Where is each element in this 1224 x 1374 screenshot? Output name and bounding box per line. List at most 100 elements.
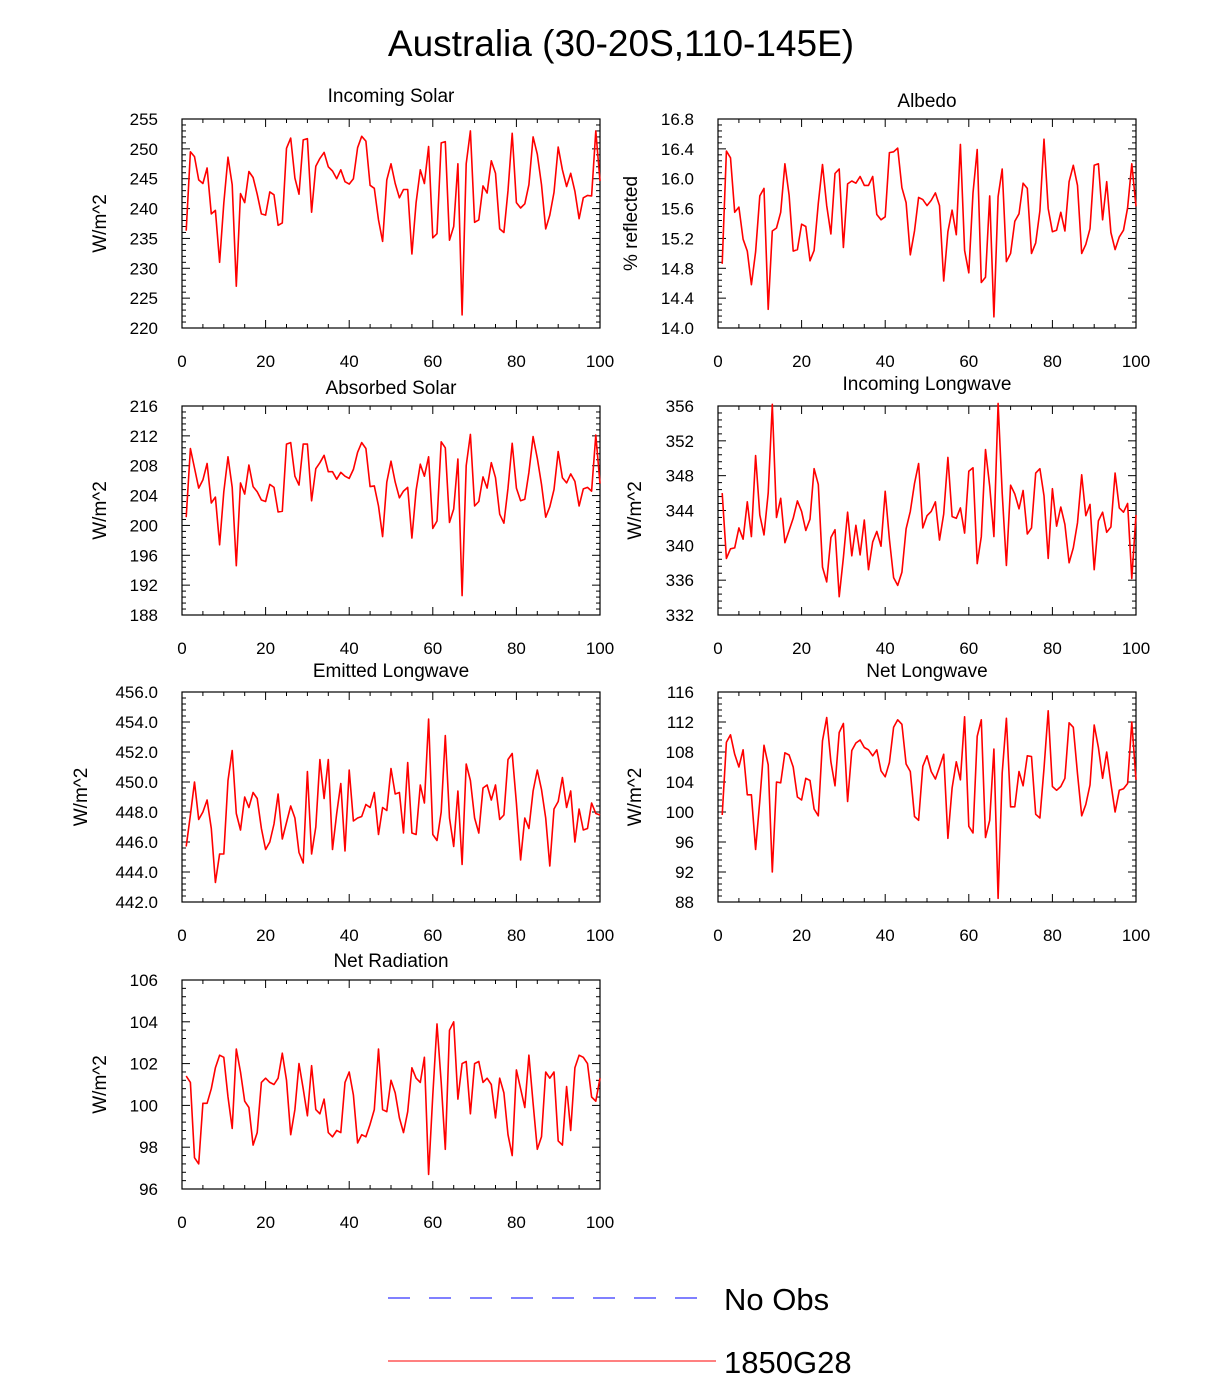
y-axis-label: W/m^2 bbox=[71, 768, 92, 827]
x-tick-label: 40 bbox=[340, 1213, 359, 1232]
x-tick-label: 0 bbox=[177, 639, 186, 658]
panel-title: Absorbed Solar bbox=[326, 378, 458, 399]
y-tick-label: 356 bbox=[666, 397, 694, 416]
panel-net-longwave: 0 20 40 60 80 100 88 92 96 100 104 108 112 116 Net Lon… bbox=[625, 661, 1150, 945]
x-tick-label: 80 bbox=[507, 1213, 526, 1232]
y-tick-label: 442.0 bbox=[115, 893, 158, 912]
panel-incoming-longwave: 0 20 40 60 80 100 332 336 340 344 348 352 356 Incomin… bbox=[625, 374, 1150, 658]
y-tick-label: 344 bbox=[666, 502, 694, 521]
y-tick-label: 16.8 bbox=[661, 110, 694, 129]
y-tick-label: 348 bbox=[666, 467, 694, 486]
series-line-1850g28 bbox=[185, 433, 601, 597]
x-tick-label: 40 bbox=[340, 926, 359, 945]
y-tick-label: 448.0 bbox=[115, 803, 158, 822]
plot-frame bbox=[181, 405, 601, 616]
y-tick-label: 220 bbox=[130, 319, 158, 338]
panel-title: Incoming Longwave bbox=[843, 374, 1012, 395]
x-tick-label: 60 bbox=[423, 926, 442, 945]
panel-title: Net Radiation bbox=[333, 951, 448, 972]
y-tick-label: 230 bbox=[130, 259, 158, 278]
x-tick-label: 60 bbox=[959, 926, 978, 945]
y-axis-label: W/m^2 bbox=[625, 481, 646, 540]
x-tick-label: 80 bbox=[1043, 926, 1062, 945]
y-tick-label: 100 bbox=[666, 803, 694, 822]
y-tick-label: 208 bbox=[130, 457, 158, 476]
x-tick-label: 100 bbox=[586, 1213, 614, 1232]
y-tick-label: 212 bbox=[130, 427, 158, 446]
panel-net-radiation: 0 20 40 60 80 100 96 98 100 102 104 106 Net Radiatio… bbox=[90, 951, 614, 1232]
x-tick-label: 80 bbox=[1043, 352, 1062, 371]
x-tick-label: 100 bbox=[586, 926, 614, 945]
legend-label-no-obs: No Obs bbox=[724, 1282, 829, 1317]
y-tick-label: 116 bbox=[667, 683, 694, 702]
y-tick-label: 108 bbox=[666, 743, 694, 762]
series-line-1850g28 bbox=[721, 402, 1137, 598]
y-tick-label: 98 bbox=[139, 1138, 158, 1157]
legend: No Obs 1850G28 bbox=[388, 1282, 852, 1374]
y-axis-label: W/m^2 bbox=[90, 194, 111, 253]
y-tick-label: 14.8 bbox=[661, 259, 694, 278]
y-tick-label: 16.0 bbox=[661, 170, 694, 189]
y-axis-label: W/m^2 bbox=[90, 1055, 111, 1114]
x-tick-label: 20 bbox=[792, 639, 811, 658]
y-tick-label: 102 bbox=[130, 1055, 158, 1074]
series-line-1850g28 bbox=[185, 1020, 601, 1176]
plot-frame bbox=[717, 691, 1137, 903]
series-line-1850g28 bbox=[721, 138, 1137, 318]
x-tick-label: 80 bbox=[1043, 639, 1062, 658]
x-tick-label: 0 bbox=[177, 1213, 186, 1232]
y-tick-label: 15.2 bbox=[661, 229, 694, 248]
panel-title: Emitted Longwave bbox=[313, 661, 469, 682]
x-tick-label: 60 bbox=[423, 1213, 442, 1232]
y-tick-label: 188 bbox=[130, 606, 158, 625]
y-tick-label: 235 bbox=[130, 229, 158, 248]
panel-title: Net Longwave bbox=[866, 661, 987, 682]
x-tick-label: 60 bbox=[423, 639, 442, 658]
panel-absorbed-solar: 0 20 40 60 80 100 188 192 196 200 204 208 212 216 Abso… bbox=[90, 378, 614, 658]
y-tick-label: 454.0 bbox=[115, 713, 158, 732]
x-tick-label: 20 bbox=[256, 639, 275, 658]
x-tick-label: 40 bbox=[876, 926, 895, 945]
x-tick-label: 100 bbox=[586, 639, 614, 658]
series-line-1850g28 bbox=[185, 718, 601, 884]
x-tick-label: 100 bbox=[1122, 926, 1150, 945]
x-tick-label: 40 bbox=[340, 639, 359, 658]
y-tick-label: 104 bbox=[130, 1013, 158, 1032]
x-tick-label: 80 bbox=[507, 352, 526, 371]
panel-title: Albedo bbox=[897, 91, 956, 112]
y-tick-label: 14.0 bbox=[661, 319, 694, 338]
legend-label-1850g28: 1850G28 bbox=[724, 1345, 852, 1374]
panels: 0 20 40 60 80 100220225230235240245250255Inco… bbox=[71, 86, 1150, 1232]
y-tick-label: 225 bbox=[130, 289, 158, 308]
x-tick-label: 100 bbox=[586, 352, 614, 371]
y-tick-label: 255 bbox=[130, 110, 158, 129]
x-tick-label: 0 bbox=[177, 352, 186, 371]
y-tick-label: 14.4 bbox=[661, 289, 694, 308]
x-tick-label: 0 bbox=[713, 639, 722, 658]
y-tick-label: 452.0 bbox=[115, 743, 158, 762]
y-tick-label: 240 bbox=[130, 200, 158, 219]
y-tick-label: 92 bbox=[675, 863, 694, 882]
y-tick-label: 456.0 bbox=[115, 683, 158, 702]
y-tick-label: 336 bbox=[666, 571, 694, 590]
x-tick-label: 0 bbox=[177, 926, 186, 945]
x-tick-label: 60 bbox=[423, 352, 442, 371]
x-tick-label: 0 bbox=[713, 352, 722, 371]
x-tick-label: 40 bbox=[876, 639, 895, 658]
x-tick-label: 20 bbox=[792, 352, 811, 371]
series-line-1850g28 bbox=[185, 130, 601, 316]
x-tick-label: 40 bbox=[876, 352, 895, 371]
y-tick-label: 16.4 bbox=[661, 140, 694, 159]
x-tick-label: 40 bbox=[340, 352, 359, 371]
x-tick-label: 20 bbox=[792, 926, 811, 945]
y-tick-label: 216 bbox=[130, 397, 158, 416]
y-tick-label: 15.6 bbox=[661, 200, 694, 219]
y-tick-label: 340 bbox=[666, 536, 694, 555]
y-tick-label: 100 bbox=[130, 1096, 158, 1115]
plot-frame bbox=[717, 405, 1137, 616]
figure-title: Australia (30-20S,110-145E) bbox=[388, 23, 854, 64]
series-line-1850g28 bbox=[721, 709, 1137, 900]
y-tick-label: 245 bbox=[130, 170, 158, 189]
y-axis-label: W/m^2 bbox=[625, 768, 646, 827]
